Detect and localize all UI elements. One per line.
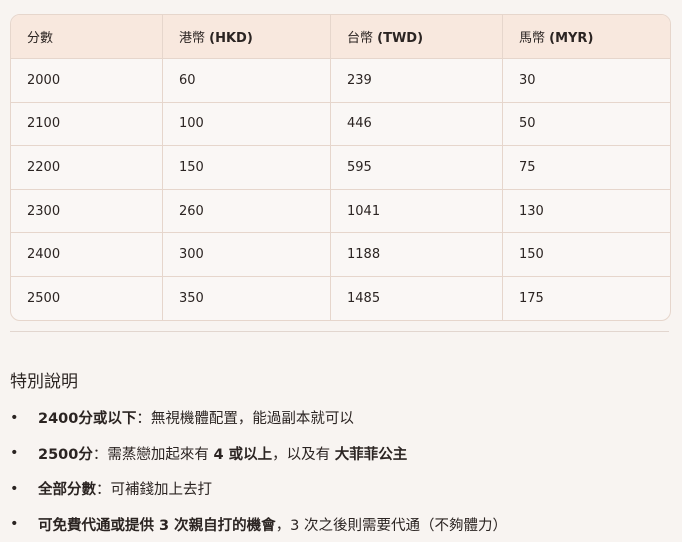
divider [10,331,669,332]
table-cell: 75 [503,146,671,190]
header-myr: 馬幣 (MYR) [503,15,671,59]
notes-title: 特別說明 [10,367,78,392]
table-cell: 1188 [331,233,503,277]
table-cell: 30 [503,59,671,103]
table-cell: 150 [503,233,671,277]
table-cell: 2000 [11,59,163,103]
table-header-row: 分數 港幣 (HKD) 台幣 (TWD) 馬幣 (MYR) [11,15,670,59]
header-score: 分數 [11,15,163,59]
header-twd: 台幣 (TWD) [331,15,503,59]
list-item: •可免費代通或提供 3 次親自打的機會，3 次之後則需要代通（不夠體力） [0,507,507,542]
list-item: •全部分數：可補錢加上去打 [0,471,507,507]
table-cell: 50 [503,102,671,146]
notes-list: •2400分或以下：無視機體配置，能過副本就可以 •2500分：需蒸戀加起來有 … [0,400,507,542]
table-cell: 175 [503,276,671,319]
table-cell: 60 [163,59,331,103]
header-hkd: 港幣 (HKD) [163,15,331,59]
table-cell: 100 [163,102,331,146]
table-cell: 300 [163,233,331,277]
list-item: •2400分或以下：無視機體配置，能過副本就可以 [0,400,507,436]
table-cell: 350 [163,276,331,319]
table-cell: 2100 [11,102,163,146]
table-cell: 239 [331,59,503,103]
list-item: •2500分：需蒸戀加起來有 4 或以上，以及有 大菲菲公主 [0,436,507,472]
table-cell: 2300 [11,189,163,233]
table-cell: 446 [331,102,503,146]
table-cell: 2200 [11,146,163,190]
table-cell: 2400 [11,233,163,277]
table-cell: 1041 [331,189,503,233]
table-cell: 260 [163,189,331,233]
table-cell: 595 [331,146,503,190]
table-cell: 1485 [331,276,503,319]
table-cell: 150 [163,146,331,190]
table-cell: 2500 [11,276,163,319]
table-cell: 130 [503,189,671,233]
